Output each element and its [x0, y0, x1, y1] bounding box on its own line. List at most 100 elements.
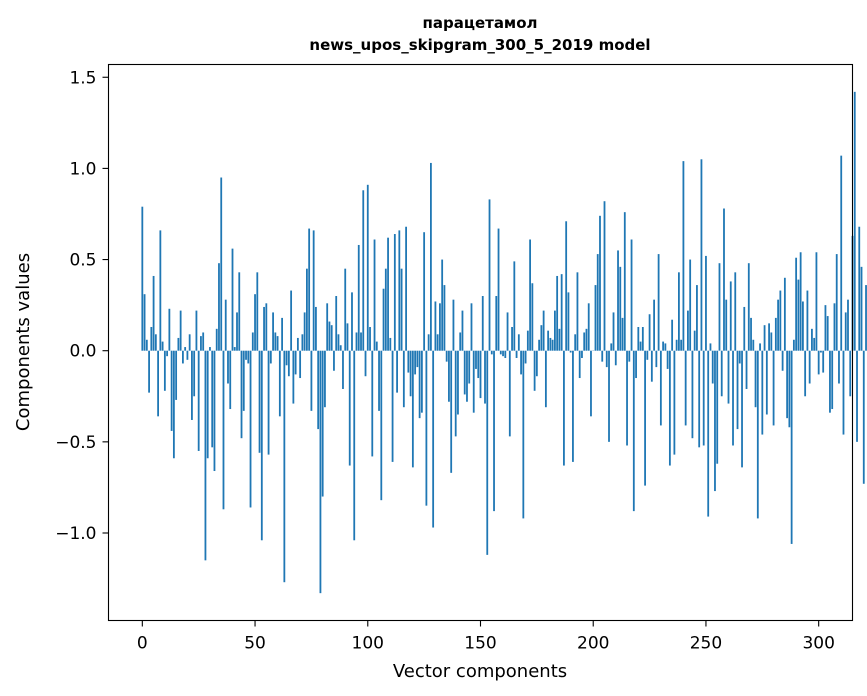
bar-component-242 [687, 310, 689, 351]
bar-component-53 [260, 350, 263, 541]
bar-component-26 [200, 336, 202, 351]
bar-component-75 [310, 350, 313, 411]
bar-component-128 [430, 162, 432, 351]
bar-component-226 [650, 350, 653, 382]
bar-component-170 [524, 350, 527, 364]
bar-component-145 [468, 350, 471, 384]
bar-component-178 [542, 310, 545, 351]
bar-component-111 [391, 350, 394, 462]
bar-component-222 [641, 327, 644, 351]
bar-component-93 [351, 292, 353, 351]
bar-component-214 [623, 212, 626, 351]
y-tick-label: 0.5 [69, 251, 96, 271]
bar-component-167 [517, 334, 520, 351]
bar-component-198 [587, 303, 590, 351]
bar-component-129 [432, 350, 435, 528]
bar-component-310 [840, 155, 843, 351]
bar-component-60 [276, 336, 279, 351]
bar-component-274 [759, 343, 761, 351]
x-tick-label: 0 [137, 634, 148, 654]
bar-component-256 [718, 263, 721, 351]
bar-component-188 [565, 221, 568, 351]
bar-component-275 [761, 350, 764, 435]
bar-component-28 [204, 350, 207, 561]
bar-component-196 [583, 332, 586, 351]
bar-component-116 [402, 350, 405, 408]
bar-component-210 [614, 350, 617, 366]
bar-component-85 [333, 350, 335, 371]
bar-component-39 [229, 350, 232, 410]
bar-component-88 [339, 345, 342, 351]
bar-component-314 [849, 350, 852, 397]
bar-component-228 [655, 350, 658, 368]
bar-component-81 [324, 350, 326, 408]
bar-component-270 [750, 317, 752, 351]
bar-component-68 [294, 350, 297, 375]
bar-component-42 [236, 312, 238, 351]
bar-component-76 [312, 230, 315, 351]
bar-component-190 [569, 350, 572, 353]
bar-component-306 [831, 350, 834, 410]
bar-component-57 [269, 350, 272, 364]
bar-component-192 [574, 334, 577, 351]
bar-component-48 [249, 350, 252, 508]
bar-component-89 [342, 350, 344, 389]
bar-component-22 [191, 350, 193, 420]
bar-component-247 [698, 350, 701, 448]
bar-component-35 [220, 177, 223, 351]
bar-component-221 [639, 341, 642, 351]
bar-component-241 [684, 350, 687, 426]
bar-component-182 [551, 339, 554, 351]
bar-component-257 [720, 350, 723, 397]
bar-component-71 [301, 334, 304, 351]
bar-component-72 [303, 312, 306, 351]
bar-component-319 [860, 266, 863, 351]
bar-component-32 [213, 350, 216, 472]
bar-component-316 [853, 91, 856, 351]
bar-component-161 [504, 350, 507, 358]
bar-component-216 [628, 350, 631, 362]
bar-component-137 [450, 350, 453, 473]
bar-component-86 [335, 296, 338, 351]
bar-component-156 [493, 350, 495, 512]
bar-component-127 [427, 334, 430, 351]
bar-component-206 [605, 350, 608, 368]
bar-component-209 [612, 312, 615, 351]
bar-component-158 [497, 228, 500, 351]
bar-component-118 [407, 350, 410, 373]
bar-component-96 [357, 244, 360, 351]
bar-component-100 [366, 184, 369, 351]
bar-component-220 [637, 327, 640, 351]
bar-component-197 [585, 328, 588, 351]
bar-component-213 [621, 317, 624, 351]
chart-title: парацетамол [422, 14, 537, 32]
bar-component-291 [797, 279, 800, 351]
bar-component-103 [373, 239, 376, 351]
bar-component-238 [678, 272, 680, 351]
bar-component-102 [371, 350, 374, 457]
bar-component-20 [186, 350, 189, 360]
bar-component-187 [563, 350, 565, 466]
bar-component-250 [705, 255, 707, 351]
bar-component-37 [224, 299, 227, 351]
bar-component-217 [630, 239, 633, 351]
bar-component-308 [835, 254, 838, 351]
bar-component-212 [619, 266, 622, 351]
bar-component-301 [820, 350, 822, 353]
bar-component-208 [610, 343, 613, 351]
bar-component-263 [734, 272, 737, 351]
bar-component-61 [278, 350, 281, 417]
y-tick-label: 1.0 [69, 159, 96, 179]
bar-component-146 [470, 303, 473, 351]
y-tick-label: 0.0 [69, 342, 96, 362]
bar-component-138 [452, 299, 455, 351]
bar-component-66 [290, 290, 293, 351]
bar-component-232 [664, 343, 667, 351]
bar-component-244 [691, 350, 694, 439]
bar-component-6 [154, 334, 157, 351]
bar-component-269 [747, 263, 750, 351]
bar-component-24 [195, 310, 198, 351]
bar-component-179 [544, 350, 547, 408]
bar-component-265 [738, 350, 741, 364]
bar-component-171 [526, 330, 529, 351]
